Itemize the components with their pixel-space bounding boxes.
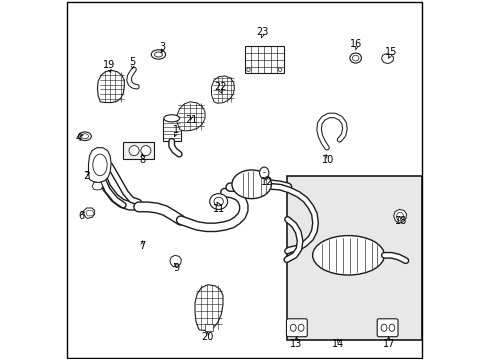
Text: 23: 23: [256, 27, 268, 37]
Ellipse shape: [129, 145, 139, 156]
Text: 4: 4: [76, 133, 81, 143]
Polygon shape: [83, 208, 94, 219]
Ellipse shape: [81, 134, 88, 139]
Text: 3: 3: [160, 42, 165, 52]
Bar: [123, 142, 153, 159]
Polygon shape: [393, 210, 406, 223]
Ellipse shape: [298, 324, 304, 331]
Text: 6: 6: [79, 211, 84, 221]
Text: 21: 21: [185, 115, 197, 125]
Bar: [286, 176, 421, 339]
Polygon shape: [97, 70, 124, 103]
Polygon shape: [381, 54, 393, 63]
Text: 10: 10: [321, 155, 333, 165]
Text: 8: 8: [139, 155, 145, 165]
Ellipse shape: [352, 55, 358, 61]
Text: 15: 15: [384, 46, 396, 57]
Text: 14: 14: [332, 339, 344, 349]
Ellipse shape: [290, 324, 296, 331]
Polygon shape: [169, 255, 181, 267]
Ellipse shape: [78, 132, 91, 140]
Ellipse shape: [93, 154, 107, 176]
Bar: [204, 324, 212, 330]
Text: 13: 13: [290, 339, 302, 349]
FancyBboxPatch shape: [376, 319, 397, 337]
Text: 19: 19: [102, 60, 115, 70]
Ellipse shape: [151, 50, 165, 59]
Text: 9: 9: [173, 263, 179, 273]
Ellipse shape: [141, 145, 151, 156]
Ellipse shape: [163, 115, 179, 122]
Ellipse shape: [214, 197, 223, 206]
Polygon shape: [86, 211, 94, 216]
Ellipse shape: [312, 235, 384, 275]
Polygon shape: [88, 148, 111, 183]
Polygon shape: [177, 102, 204, 131]
Polygon shape: [92, 183, 102, 190]
Polygon shape: [211, 76, 234, 103]
Ellipse shape: [388, 324, 394, 331]
Ellipse shape: [396, 212, 403, 221]
Ellipse shape: [278, 68, 281, 72]
Text: 20: 20: [202, 332, 214, 342]
Ellipse shape: [349, 53, 361, 63]
Text: 7: 7: [139, 241, 145, 251]
Ellipse shape: [154, 52, 162, 57]
Text: 18: 18: [395, 216, 407, 226]
Text: 12: 12: [260, 177, 272, 187]
FancyBboxPatch shape: [286, 319, 306, 337]
Text: 11: 11: [213, 204, 225, 214]
Polygon shape: [244, 46, 283, 73]
Ellipse shape: [209, 194, 227, 210]
Text: 17: 17: [382, 339, 394, 349]
Text: 22: 22: [213, 82, 226, 92]
Ellipse shape: [246, 68, 250, 72]
Ellipse shape: [259, 167, 268, 179]
Text: 16: 16: [349, 40, 362, 49]
Text: 5: 5: [129, 57, 136, 67]
Ellipse shape: [380, 324, 386, 331]
Ellipse shape: [231, 170, 271, 199]
Text: 2: 2: [82, 171, 89, 181]
Bar: [163, 119, 180, 141]
Polygon shape: [195, 285, 223, 330]
Text: 1: 1: [173, 125, 179, 135]
